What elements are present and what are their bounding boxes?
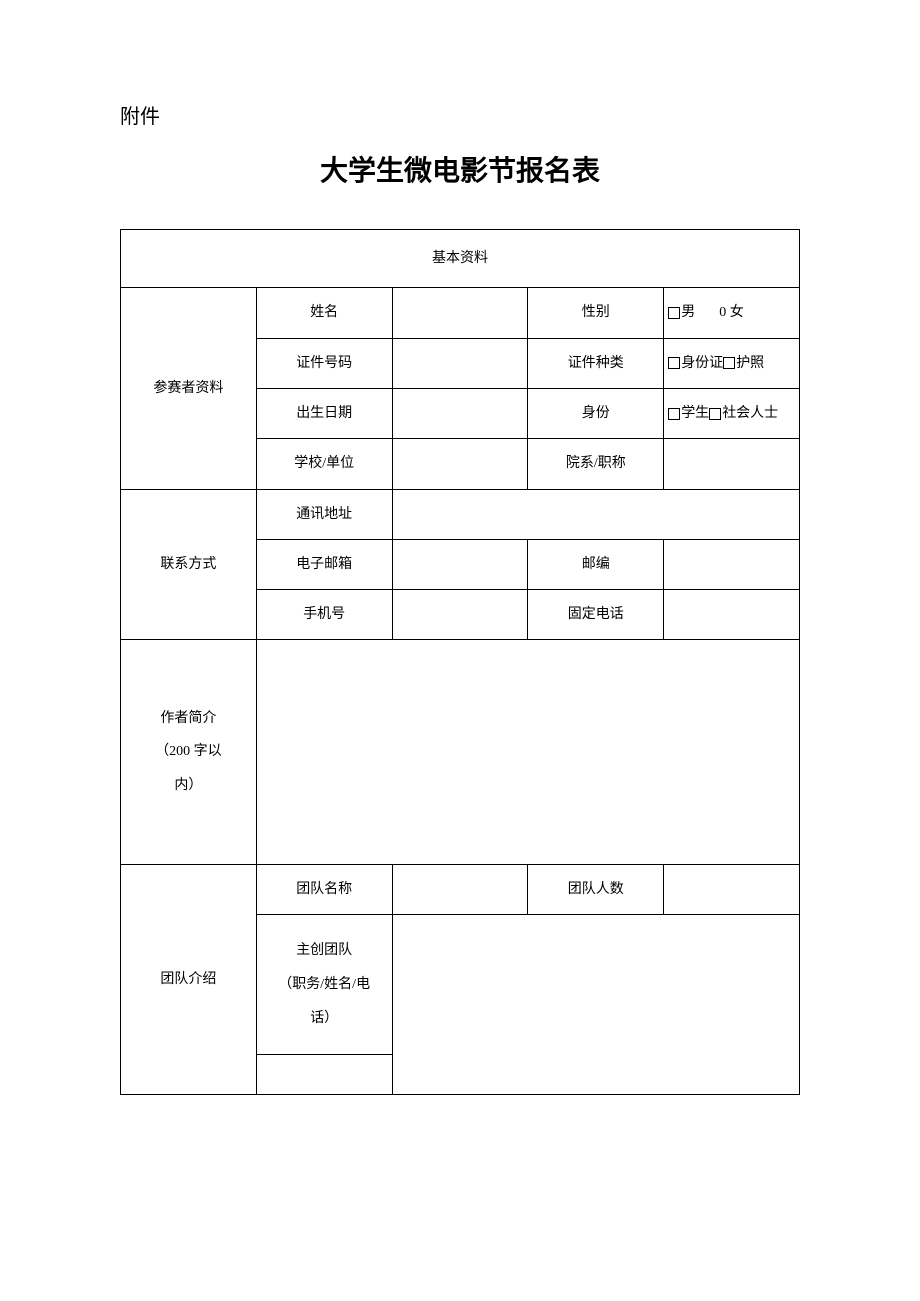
attachment-label: 附件 [120,100,800,129]
postcode-label: 邮编 [528,539,664,589]
team-section-label: 团队介绍 [121,865,257,1095]
id-type-field[interactable]: 身份证护照 [664,338,800,388]
bio-label-line1: 作者简介 [125,702,252,736]
page-title: 大学生微电影节报名表 [120,149,800,189]
address-label: 通讯地址 [256,489,392,539]
checkbox-icon[interactable] [709,408,721,420]
checkbox-icon[interactable] [668,408,680,420]
team-detail-line3: 话） [261,1002,388,1036]
bio-label-line2: （200 字以 [125,735,252,769]
postcode-field[interactable] [664,539,800,589]
passport-text: 护照 [736,356,764,371]
gender-female-text: 0 女 [719,305,744,320]
team-name-field[interactable] [392,865,528,915]
dob-label: 出生日期 [256,388,392,438]
name-label: 姓名 [256,288,392,338]
checkbox-icon[interactable] [668,307,680,319]
registration-table: 基本资料 参赛者资料 姓名 性别 男 0 女 证件号码 证件种类 身份证护照 出生… [120,229,800,1095]
gender-label: 性别 [528,288,664,338]
dept-label: 院系/职称 [528,439,664,489]
name-field[interactable] [392,288,528,338]
team-detail-line1: 主创团队 [261,934,388,968]
team-detail-label: 主创团队 （职务/姓名/电 话） [256,915,392,1055]
dept-field[interactable] [664,439,800,489]
dob-field[interactable] [392,388,528,438]
table-row: 参赛者资料 姓名 性别 男0 女 [121,288,800,338]
gender-field[interactable]: 男 0 女 [664,288,800,338]
checkbox-icon[interactable] [668,357,680,369]
team-count-label: 团队人数 [528,865,664,915]
phone-field[interactable] [664,589,800,639]
student-text: 学生 [681,406,709,421]
checkbox-icon[interactable] [723,357,735,369]
section-header-row: 基本资料 [121,230,800,288]
id-type-label: 证件种类 [528,338,664,388]
email-field[interactable] [392,539,528,589]
table-row: 联系方式 通讯地址 [121,489,800,539]
id-card-text: 身份证 [681,356,723,371]
school-field[interactable] [392,439,528,489]
address-field[interactable] [392,489,799,539]
mobile-label: 手机号 [256,589,392,639]
mobile-field[interactable] [392,589,528,639]
gender-male-text: 男 [681,305,695,320]
author-bio-field[interactable] [256,640,799,865]
id-number-label: 证件号码 [256,338,392,388]
contact-section-label: 联系方式 [121,489,257,640]
team-name-label: 团队名称 [256,865,392,915]
section-header: 基本资料 [121,230,800,288]
participant-section-label: 参赛者资料 [121,288,257,489]
table-row: 作者简介 （200 字以 内） [121,640,800,865]
author-bio-label: 作者简介 （200 字以 内） [121,640,257,865]
social-text: 社会人士 [722,406,778,421]
team-extra-cell [256,1055,392,1095]
email-label: 电子邮箱 [256,539,392,589]
team-detail-line2: （职务/姓名/电 [261,968,388,1002]
identity-field[interactable]: 学生社会人士 [664,388,800,438]
school-label: 学校/单位 [256,439,392,489]
team-detail-field[interactable] [392,915,799,1095]
bio-label-line3: 内） [125,769,252,803]
team-count-field[interactable] [664,865,800,915]
identity-label: 身份 [528,388,664,438]
table-row: 团队介绍 团队名称 团队人数 [121,865,800,915]
phone-label: 固定电话 [528,589,664,639]
id-number-field[interactable] [392,338,528,388]
